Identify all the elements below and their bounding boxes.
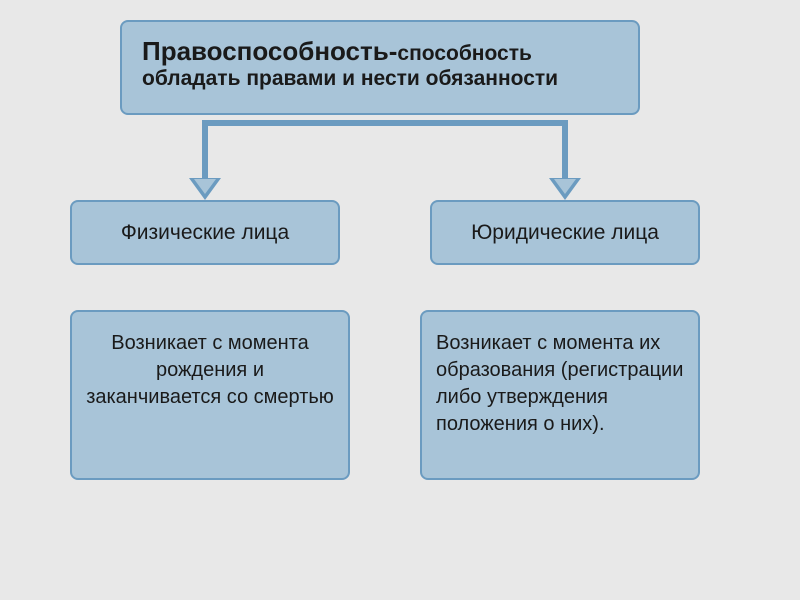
leaf-node-physical: Возникает с момента рождения и заканчива… (70, 310, 350, 480)
root-title-strong: Правоспособность- (142, 36, 397, 66)
connector-horizontal (205, 120, 565, 126)
branch-node-physical: Физические лица (70, 200, 340, 265)
root-node: Правоспособность-способность обладать пр… (120, 20, 640, 115)
leaf-text-physical: Возникает с момента рождения и заканчива… (86, 332, 334, 408)
leaf-node-legal: Возникает с момента их образования (реги… (420, 310, 700, 480)
leaf-text-legal: Возникает с момента их образования (реги… (436, 332, 683, 435)
connector-vertical-right (562, 120, 568, 180)
branch-label-legal: Юридические лица (471, 221, 659, 245)
arrow-left-fill (194, 179, 216, 194)
branch-label-physical: Физические лица (121, 221, 289, 245)
arrow-right-fill (554, 179, 576, 194)
branch-node-legal: Юридические лица (430, 200, 700, 265)
connector-vertical-left (202, 120, 208, 180)
